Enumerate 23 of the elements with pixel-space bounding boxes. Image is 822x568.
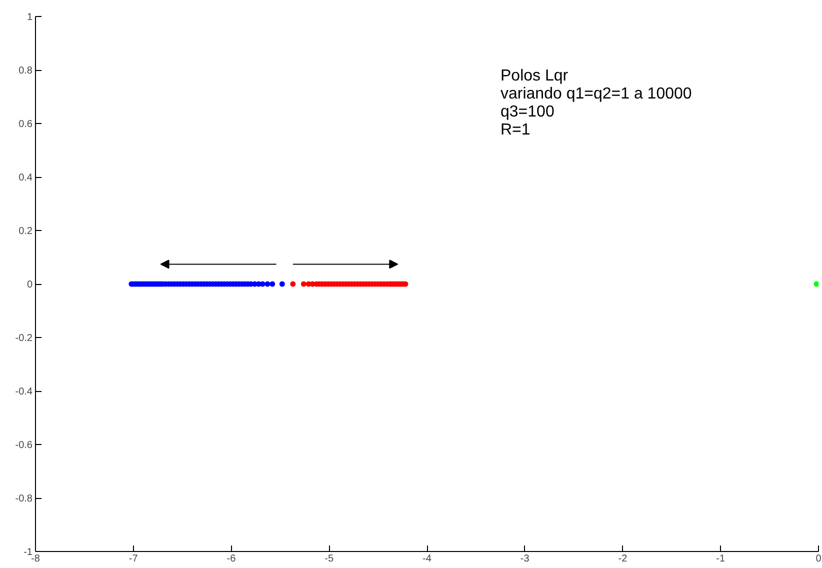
x-tick-label: -1 [716, 554, 726, 564]
y-tick-label: 0.2 [18, 226, 33, 237]
x-tick-label: -7 [128, 554, 138, 564]
x-tick-label: -4 [422, 554, 432, 564]
y-tick-label: -0.6 [15, 440, 33, 451]
y-tick-label: 0.4 [18, 172, 33, 184]
annotation: q3=100 [500, 104, 554, 120]
annotation: R=1 [500, 122, 530, 138]
y-tick-label: 0.6 [18, 119, 33, 130]
y-tick-label: 1 [26, 12, 33, 23]
y-tick-label: 0.8 [18, 66, 33, 76]
y-tick-label: -0.4 [15, 386, 33, 398]
annotation: variando q1=q2=1 a 10000 [500, 86, 692, 102]
x-tick-label: -5 [324, 554, 334, 564]
x-tick-label: -2 [618, 554, 628, 564]
y-tick-label: 0 [26, 280, 33, 290]
x-tick-label: -6 [226, 554, 236, 564]
x-tick-label: -3 [520, 554, 530, 564]
y-tick-label: -0.2 [15, 333, 33, 344]
y-tick-label: -0.8 [15, 494, 33, 504]
x-tick-label: -8 [31, 554, 40, 564]
x-tick-label: 0 [816, 554, 822, 564]
annotation: Polos Lqr [500, 68, 569, 84]
